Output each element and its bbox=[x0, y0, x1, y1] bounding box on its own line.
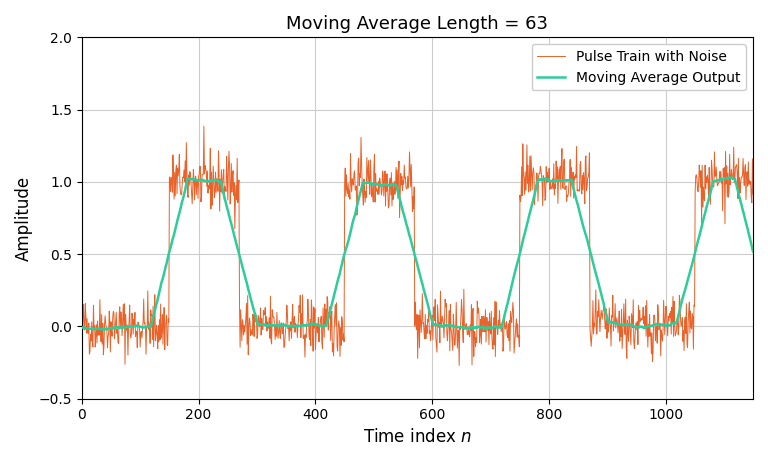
Pulse Train with Noise bbox=[199, 124, 208, 129]
Pulse Train with Noise bbox=[243, 293, 253, 298]
Pulse Train with Noise bbox=[455, 363, 464, 368]
X-axis label: Time index $n$: Time index $n$ bbox=[363, 428, 472, 446]
Moving Average Output bbox=[365, 180, 374, 186]
Moving Average Output bbox=[748, 248, 757, 254]
Y-axis label: Amplitude: Amplitude bbox=[15, 176, 33, 260]
Pulse Train with Noise bbox=[97, 312, 106, 317]
Line: Pulse Train with Noise: Pulse Train with Noise bbox=[81, 126, 753, 366]
Legend: Pulse Train with Noise, Moving Average Output: Pulse Train with Noise, Moving Average O… bbox=[531, 44, 746, 90]
Moving Average Output bbox=[194, 177, 204, 183]
Moving Average Output bbox=[100, 327, 109, 332]
Pulse Train with Noise bbox=[365, 178, 374, 183]
Pulse Train with Noise bbox=[581, 157, 590, 162]
Title: Moving Average Length = 63: Moving Average Length = 63 bbox=[286, 15, 548, 33]
Moving Average Output bbox=[580, 229, 589, 235]
Moving Average Output bbox=[97, 326, 106, 332]
Pulse Train with Noise bbox=[719, 166, 728, 171]
Moving Average Output bbox=[243, 284, 253, 290]
Moving Average Output bbox=[718, 177, 727, 182]
Pulse Train with Noise bbox=[77, 317, 86, 322]
Moving Average Output bbox=[77, 325, 86, 330]
Pulse Train with Noise bbox=[194, 174, 204, 179]
Pulse Train with Noise bbox=[748, 191, 757, 197]
Line: Moving Average Output: Moving Average Output bbox=[81, 177, 753, 330]
Moving Average Output bbox=[725, 175, 734, 180]
